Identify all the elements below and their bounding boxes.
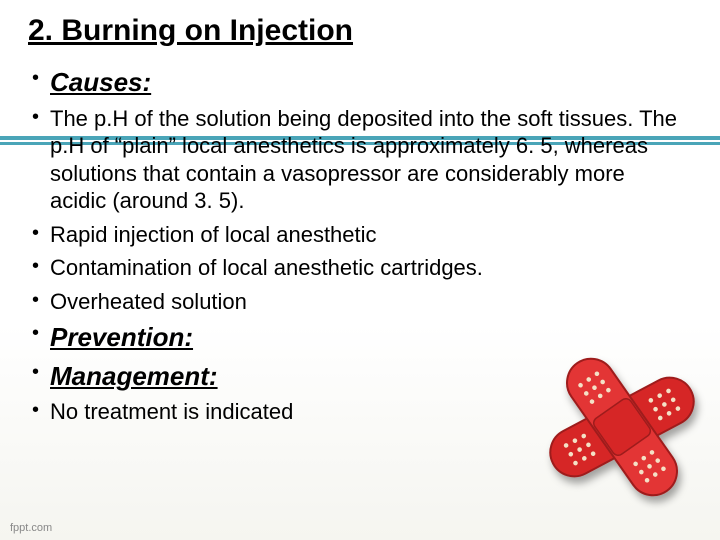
slide-content: Causes: The p.H of the solution being de…: [0, 58, 720, 426]
list-item: Contamination of local anesthetic cartri…: [28, 254, 678, 282]
list-item: Rapid injection of local anesthetic: [28, 221, 678, 249]
list-item: The p.H of the solution being deposited …: [28, 105, 678, 215]
list-item: Overheated solution: [28, 288, 678, 316]
bullet-list: Causes: The p.H of the solution being de…: [28, 66, 678, 426]
slide-title: 2. Burning on Injection: [0, 0, 720, 58]
list-item: No treatment is indicated: [28, 398, 678, 426]
footer-attribution: fppt.com: [10, 522, 52, 534]
causes-heading: Causes:: [50, 67, 151, 97]
prevention-heading: Prevention:: [50, 322, 193, 352]
management-heading: Management:: [50, 361, 218, 391]
